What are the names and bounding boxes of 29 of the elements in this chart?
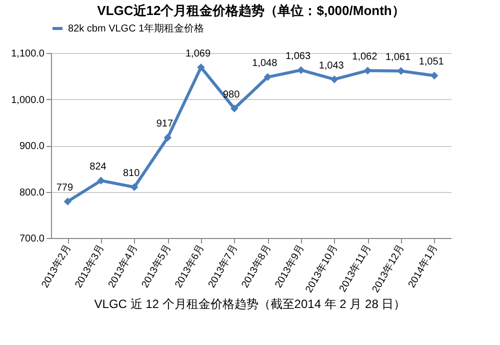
data-label: 810 xyxy=(122,168,140,180)
data-label: 824 xyxy=(90,162,107,173)
data-label: 917 xyxy=(156,118,174,130)
point xyxy=(264,73,272,81)
data-label: 779 xyxy=(56,182,74,194)
legend-label: 82k cbm VLGC 1年期租金价格 xyxy=(68,22,204,34)
y-tick-label: 800.0 xyxy=(19,187,45,198)
y-tick-label: 1,100.0 xyxy=(11,48,45,60)
y-tick-label: 1,000.0 xyxy=(11,94,45,106)
point xyxy=(230,104,238,112)
point xyxy=(97,176,105,185)
data-label: 1,048 xyxy=(252,58,278,70)
data-label: 1,062 xyxy=(352,52,378,63)
data-label: 1,061 xyxy=(385,52,411,64)
data-label: 1,051 xyxy=(418,56,444,68)
text: VLGC 近 12 个月租金价格趋势（截至2014 年 2 月 28 日） xyxy=(93,296,407,313)
point xyxy=(297,66,305,74)
data-label: 1,063 xyxy=(285,51,311,62)
y-tick-label: 700.0 xyxy=(19,234,45,244)
point xyxy=(197,63,205,72)
point xyxy=(164,134,172,142)
point xyxy=(330,75,338,84)
point xyxy=(130,183,138,191)
point xyxy=(430,72,438,80)
y-tick-label: 900.0 xyxy=(19,141,45,152)
data-label: 1,069 xyxy=(185,48,211,60)
point xyxy=(64,198,72,206)
chart-title: VLGC近12个月租金价格趋势（单位：$,000/Month） xyxy=(97,3,405,18)
data-label: 1,043 xyxy=(318,60,344,72)
